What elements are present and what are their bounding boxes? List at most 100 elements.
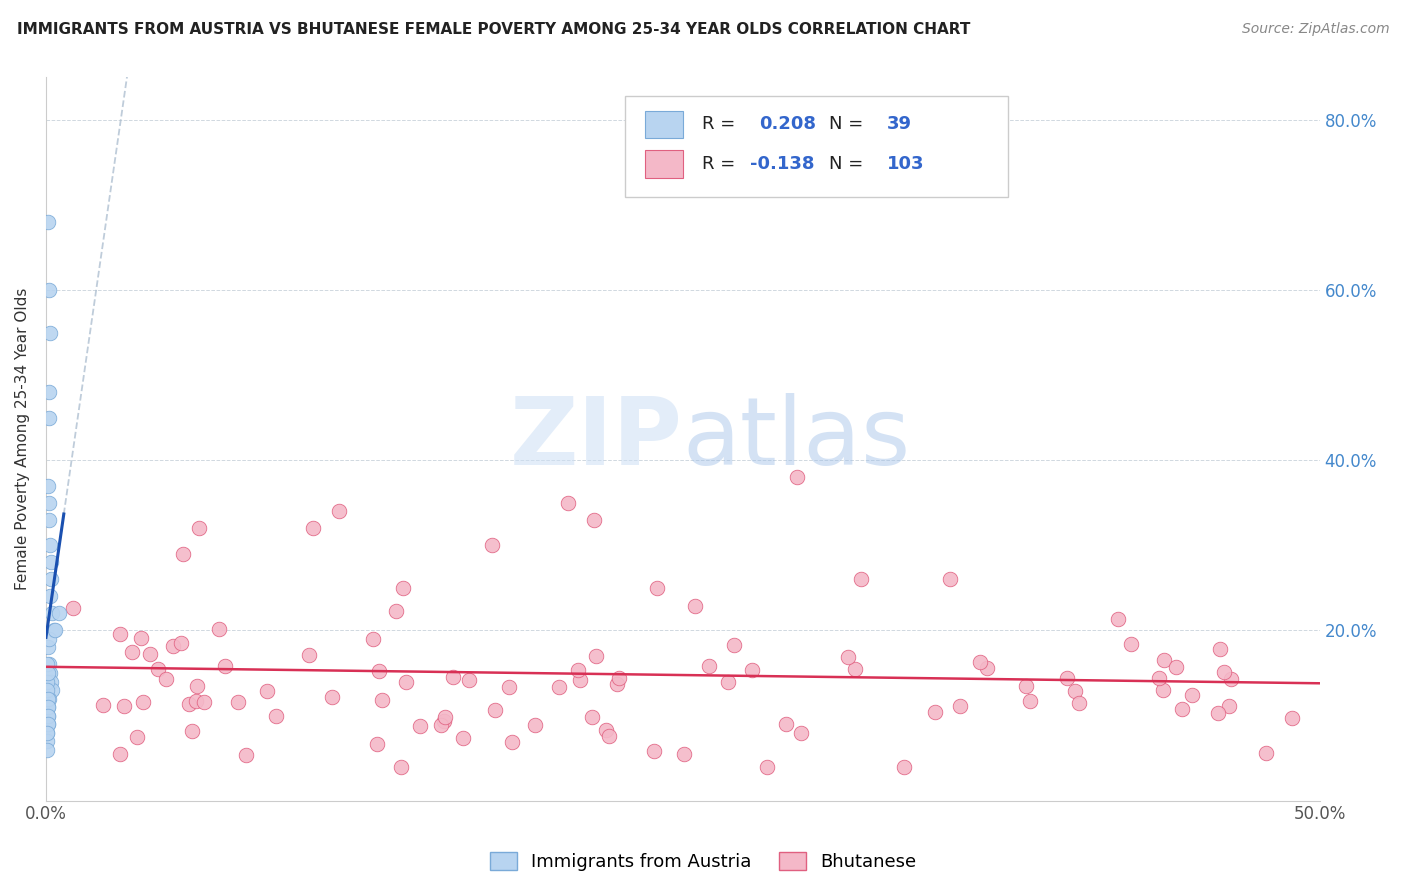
Point (264, 708, 287, 723)
Point (1181, 688, 1204, 702)
Point (585, 649, 607, 664)
Point (1107, 612, 1129, 626)
Text: atlas: atlas (683, 393, 911, 485)
Point (484, 703, 506, 717)
Point (38, 665, 60, 680)
Point (37, 700, 59, 714)
Point (37, 725, 59, 739)
Point (673, 747, 696, 762)
Point (598, 729, 620, 743)
Point (755, 759, 778, 773)
Point (321, 690, 343, 705)
Point (697, 659, 720, 673)
Point (91, 698, 114, 713)
Point (302, 521, 325, 535)
Legend: Immigrants from Austria, Bhutanese: Immigrants from Austria, Bhutanese (482, 845, 924, 879)
Point (567, 663, 589, 677)
Point (41, 607, 63, 621)
Point (38, 513, 60, 527)
Point (155, 672, 177, 686)
Point (35, 657, 58, 672)
Point (127, 731, 149, 745)
Point (297, 648, 319, 663)
Point (1281, 711, 1303, 725)
Point (1206, 706, 1229, 720)
Point (430, 718, 453, 732)
Point (775, 717, 797, 731)
Point (849, 573, 872, 587)
Point (723, 638, 745, 652)
Point (121, 645, 143, 659)
Point (1067, 697, 1090, 711)
Text: N =: N = (830, 155, 869, 173)
Point (569, 673, 592, 688)
Point (1220, 672, 1243, 686)
Point (186, 679, 208, 693)
Point (42, 624, 65, 638)
Point (547, 680, 569, 694)
Point (939, 573, 962, 587)
Point (38, 657, 60, 672)
Point (37, 708, 59, 723)
Point (139, 647, 162, 661)
Point (256, 683, 278, 698)
Point (741, 663, 763, 677)
Point (501, 735, 523, 749)
Point (524, 717, 547, 731)
Point (1056, 671, 1078, 685)
Point (193, 695, 215, 709)
Point (38, 496, 60, 510)
Point (38, 410, 60, 425)
Point (1153, 653, 1175, 667)
Point (498, 680, 520, 694)
Point (48, 607, 70, 621)
Point (38, 326, 60, 340)
Text: R =: R = (702, 115, 741, 134)
Text: N =: N = (830, 115, 869, 134)
Point (844, 662, 866, 676)
Point (180, 723, 202, 738)
Point (433, 710, 456, 724)
Point (395, 675, 418, 690)
Point (1064, 684, 1087, 698)
Point (441, 670, 464, 684)
Point (37, 691, 59, 706)
Point (37, 717, 59, 731)
Point (39, 555, 62, 569)
Point (1171, 701, 1194, 715)
Point (35, 674, 58, 689)
Point (481, 538, 503, 552)
Point (112, 698, 135, 713)
Point (129, 631, 152, 645)
Point (38, 632, 60, 646)
Point (35, 725, 58, 739)
Point (371, 693, 394, 707)
Point (108, 627, 131, 641)
Point (38, 538, 60, 552)
Point (39, 590, 62, 604)
Point (235, 747, 257, 762)
Point (170, 636, 193, 650)
Point (366, 737, 388, 751)
Point (177, 698, 200, 712)
Point (582, 513, 605, 527)
Point (683, 599, 706, 614)
Point (38, 691, 60, 706)
Point (39, 674, 62, 689)
Point (595, 723, 617, 738)
Point (186, 694, 208, 708)
Point (643, 744, 665, 758)
Text: Source: ZipAtlas.com: Source: ZipAtlas.com (1241, 22, 1389, 37)
Point (62, 601, 84, 615)
Point (1164, 659, 1187, 673)
Point (557, 496, 579, 510)
Point (37, 640, 59, 655)
Point (976, 661, 998, 675)
Point (790, 726, 813, 740)
Point (37, 683, 59, 698)
Text: 39: 39 (887, 115, 911, 134)
Point (837, 649, 859, 664)
Text: -0.138: -0.138 (751, 155, 814, 173)
Point (44, 624, 66, 638)
Point (39, 573, 62, 587)
